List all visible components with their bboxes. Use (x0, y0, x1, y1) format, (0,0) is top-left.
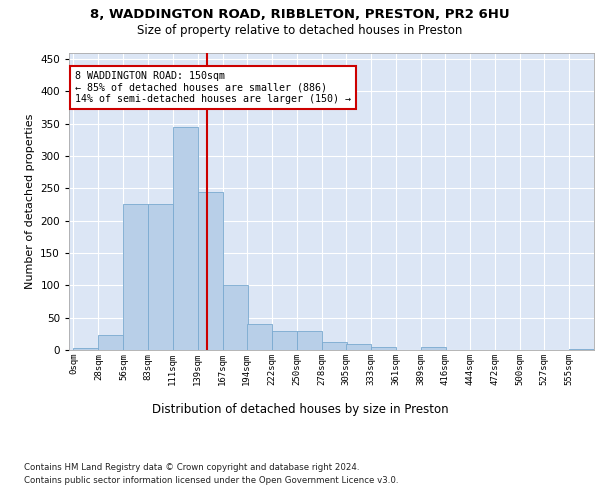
Bar (296, 330, 322, 350)
Text: Distribution of detached houses by size in Preston: Distribution of detached houses by size … (152, 402, 448, 415)
Bar (346, 344, 371, 350)
Bar (124, 204, 148, 350)
Bar (371, 347, 396, 350)
Bar (73, 348, 98, 350)
Text: Contains public sector information licensed under the Open Government Licence v3: Contains public sector information licen… (24, 476, 398, 485)
Text: 8, WADDINGTON ROAD, RIBBLETON, PRESTON, PR2 6HU: 8, WADDINGTON ROAD, RIBBLETON, PRESTON, … (90, 8, 510, 20)
Text: Contains HM Land Registry data © Crown copyright and database right 2024.: Contains HM Land Registry data © Crown c… (24, 462, 359, 471)
Bar (148, 204, 173, 350)
Bar (98, 335, 124, 350)
Text: 8 WADDINGTON ROAD: 150sqm
← 85% of detached houses are smaller (886)
14% of semi: 8 WADDINGTON ROAD: 150sqm ← 85% of detac… (75, 70, 351, 104)
Bar (223, 286, 248, 350)
Text: Size of property relative to detached houses in Preston: Size of property relative to detached ho… (137, 24, 463, 37)
Bar (247, 324, 272, 350)
Bar (173, 127, 197, 350)
Bar (197, 192, 223, 350)
Bar (569, 348, 594, 350)
Y-axis label: Number of detached properties: Number of detached properties (25, 114, 35, 289)
Bar (421, 347, 446, 350)
Bar (322, 342, 347, 350)
Bar (272, 330, 296, 350)
